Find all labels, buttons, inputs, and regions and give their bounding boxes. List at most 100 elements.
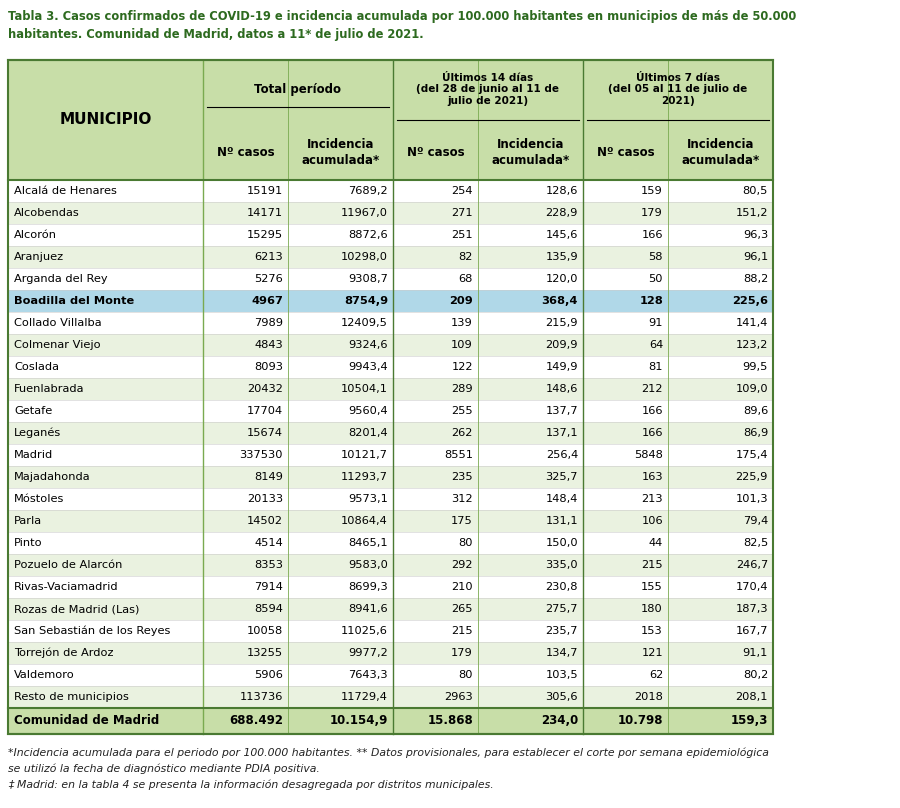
Text: 9560,4: 9560,4 (348, 406, 388, 416)
Text: 4514: 4514 (254, 538, 283, 548)
Bar (8, 202, 773, 224)
Text: 11729,4: 11729,4 (341, 692, 388, 702)
Text: 113736: 113736 (239, 692, 283, 702)
Text: Fuenlabrada: Fuenlabrada (14, 384, 85, 394)
Text: 5848: 5848 (634, 450, 663, 460)
Text: 11293,7: 11293,7 (341, 472, 388, 482)
Text: Madrid: Madrid (14, 450, 53, 460)
Text: 137,7: 137,7 (545, 406, 578, 416)
Text: 2963: 2963 (445, 692, 473, 702)
Text: Móstoles: Móstoles (14, 494, 65, 504)
Text: 180: 180 (641, 604, 663, 614)
Text: Alcorón: Alcorón (14, 230, 57, 240)
Bar (8, 378, 773, 400)
Text: 166: 166 (642, 428, 663, 438)
Bar (8, 422, 773, 444)
Text: 8465,1: 8465,1 (348, 538, 388, 548)
Text: 225,6: 225,6 (732, 296, 768, 306)
Text: 8201,4: 8201,4 (348, 428, 388, 438)
Text: 175: 175 (451, 516, 473, 526)
Text: 8941,6: 8941,6 (348, 604, 388, 614)
Bar (8, 510, 773, 532)
Text: Resto de municipios: Resto de municipios (14, 692, 129, 702)
Text: 8699,3: 8699,3 (348, 582, 388, 592)
Text: 7689,2: 7689,2 (348, 186, 388, 196)
Text: 179: 179 (641, 208, 663, 218)
Text: 368,4: 368,4 (542, 296, 578, 306)
Text: 10298,0: 10298,0 (341, 252, 388, 262)
Text: 235: 235 (452, 472, 473, 482)
Text: 44: 44 (649, 538, 663, 548)
Text: 325,7: 325,7 (545, 472, 578, 482)
Bar (8, 60, 773, 180)
Text: 15191: 15191 (247, 186, 283, 196)
Bar (8, 708, 773, 734)
Text: 96,1: 96,1 (742, 252, 768, 262)
Text: Colmenar Viejo: Colmenar Viejo (14, 340, 101, 350)
Text: 79,4: 79,4 (742, 516, 768, 526)
Text: 10504,1: 10504,1 (341, 384, 388, 394)
Text: 8551: 8551 (444, 450, 473, 460)
Text: 9583,0: 9583,0 (348, 560, 388, 570)
Text: Nº casos: Nº casos (217, 146, 274, 159)
Bar (8, 466, 773, 488)
Text: 7989: 7989 (254, 318, 283, 328)
Text: 137,1: 137,1 (545, 428, 578, 438)
Text: 166: 166 (642, 406, 663, 416)
Text: 10.154,9: 10.154,9 (329, 714, 388, 727)
Text: 255: 255 (452, 406, 473, 416)
Text: 215: 215 (452, 626, 473, 636)
Text: 145,6: 145,6 (545, 230, 578, 240)
Text: Torrejón de Ardoz: Torrejón de Ardoz (14, 648, 113, 659)
Text: 265: 265 (452, 604, 473, 614)
Bar (8, 180, 773, 202)
Text: Rozas de Madrid (Las): Rozas de Madrid (Las) (14, 604, 140, 614)
Text: 15.868: 15.868 (428, 714, 473, 727)
Text: Nº casos: Nº casos (407, 146, 464, 159)
Text: 10864,4: 10864,4 (341, 516, 388, 526)
Text: 141,4: 141,4 (735, 318, 768, 328)
Text: Pinto: Pinto (14, 538, 42, 548)
Text: 225,9: 225,9 (735, 472, 768, 482)
Text: 139: 139 (451, 318, 473, 328)
Text: Alcobendas: Alcobendas (14, 208, 80, 218)
Text: 8093: 8093 (254, 362, 283, 372)
Text: Nº casos: Nº casos (597, 146, 654, 159)
Text: 15674: 15674 (247, 428, 283, 438)
Text: 7914: 7914 (254, 582, 283, 592)
Text: 209: 209 (449, 296, 473, 306)
Text: 82: 82 (459, 252, 473, 262)
Text: 20133: 20133 (247, 494, 283, 504)
Text: 6213: 6213 (254, 252, 283, 262)
Text: 9324,6: 9324,6 (348, 340, 388, 350)
Text: 120,0: 120,0 (545, 274, 578, 284)
Text: 80,5: 80,5 (742, 186, 768, 196)
Text: 163: 163 (642, 472, 663, 482)
Bar (8, 400, 773, 422)
Text: Parla: Parla (14, 516, 42, 526)
Text: 128: 128 (639, 296, 663, 306)
Text: Collado Villalba: Collado Villalba (14, 318, 102, 328)
Text: 9308,7: 9308,7 (348, 274, 388, 284)
Text: 80: 80 (458, 670, 473, 680)
Text: 17704: 17704 (247, 406, 283, 416)
Text: 106: 106 (642, 516, 663, 526)
Bar (8, 686, 773, 708)
Text: 14171: 14171 (247, 208, 283, 218)
Text: 10.798: 10.798 (617, 714, 663, 727)
Text: 148,4: 148,4 (545, 494, 578, 504)
Text: 5906: 5906 (254, 670, 283, 680)
Bar (8, 554, 773, 576)
Text: 215: 215 (642, 560, 663, 570)
Text: 150,0: 150,0 (545, 538, 578, 548)
Bar (8, 60, 773, 734)
Text: Incidencia
acumulada*: Incidencia acumulada* (302, 138, 380, 166)
Text: 337530: 337530 (239, 450, 283, 460)
Text: 12409,5: 12409,5 (341, 318, 388, 328)
Text: 8754,9: 8754,9 (344, 296, 388, 306)
Text: 688.492: 688.492 (229, 714, 283, 727)
Text: 101,3: 101,3 (735, 494, 768, 504)
Text: 151,2: 151,2 (735, 208, 768, 218)
Bar (8, 488, 773, 510)
Text: Boadilla del Monte: Boadilla del Monte (14, 296, 134, 306)
